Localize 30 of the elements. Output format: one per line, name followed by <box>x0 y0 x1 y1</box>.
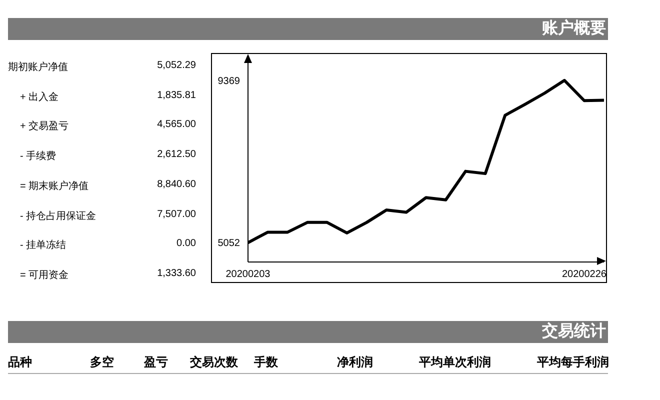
text: 1,333.60 <box>156 268 196 279</box>
text: 手数 <box>254 355 278 369</box>
text: 7,507.00 <box>156 208 196 220</box>
text: 0.00 <box>176 238 196 250</box>
text: 账户概要 <box>8 18 608 40</box>
text: 平均每手利润 <box>537 355 609 369</box>
text: = 可用资金 <box>20 268 69 282</box>
y-tick-label: 9369 <box>218 76 240 87</box>
text: = 期末账户净值 <box>20 180 89 193</box>
text: 交易统计 <box>8 321 608 343</box>
x-tick-label: 20200226 <box>562 269 607 280</box>
text: 多空 <box>90 354 114 371</box>
text: 交易次数 <box>190 355 238 369</box>
text: - 持仓占用保证金 <box>20 210 96 222</box>
text: 平均单次利润 <box>419 355 491 369</box>
text: 1,835.81 <box>156 90 196 101</box>
text: 8,840.60 <box>156 178 196 190</box>
text: + 交易盈亏 <box>20 120 69 134</box>
text: + 出入金 <box>20 90 59 104</box>
text: - 挂单冻结 <box>20 238 66 252</box>
text: 2,612.50 <box>156 149 196 160</box>
text: 盈亏 <box>144 354 168 371</box>
y-tick-label: 5052 <box>218 238 240 250</box>
text: 5,052.29 <box>156 60 196 71</box>
text: 净利润 <box>337 355 373 369</box>
x-tick-label: 20200203 <box>226 269 271 280</box>
text: 期初账户净值 <box>8 60 68 74</box>
text: 4,565.00 <box>156 119 196 130</box>
text: 品种 <box>8 354 32 371</box>
text: - 手续费 <box>20 150 56 164</box>
